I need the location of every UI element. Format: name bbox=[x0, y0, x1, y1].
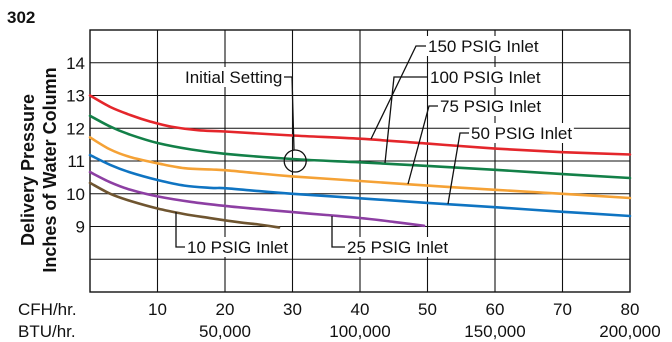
leader-line-50-psig-inlet bbox=[447, 132, 469, 205]
x-axis-label-cfh: CFH/hr. bbox=[18, 300, 77, 319]
xtick-label-20: 20 bbox=[216, 300, 235, 319]
leader-line-initial-setting bbox=[284, 76, 295, 151]
x-axis-label-btu: BTU/hr. bbox=[18, 322, 76, 341]
series-label-50-psig-inlet: 50 PSIG Inlet bbox=[471, 124, 572, 143]
series-label-10-psig-inlet-background bbox=[185, 237, 290, 257]
gridlines bbox=[90, 30, 630, 292]
initial-setting-circle bbox=[283, 149, 307, 173]
xtick-label-50: 50 bbox=[418, 300, 437, 319]
initial-setting-label-background bbox=[183, 67, 284, 87]
series-line-150-psig-inlet bbox=[88, 94, 632, 156]
leader-line-100-psig-inlet bbox=[384, 76, 428, 164]
ytick-label-14: 14 bbox=[66, 54, 85, 73]
series-label-150-psig-inlet: 150 PSIG Inlet bbox=[428, 37, 539, 56]
y-axis-title-line-2: Inches of Water Column bbox=[40, 67, 60, 272]
series-line-25-psig-inlet bbox=[88, 170, 426, 228]
btu-tick-label-150-000: 150,000 bbox=[464, 322, 525, 341]
series-label-75-psig-inlet: 75 PSIG Inlet bbox=[440, 97, 541, 116]
series-label-25-psig-inlet-background bbox=[345, 237, 450, 257]
leader-line-150-psig-inlet bbox=[370, 45, 426, 140]
series-line-50-psig-inlet bbox=[88, 153, 632, 218]
xtick-label-80: 80 bbox=[621, 300, 640, 319]
xtick-label-30: 30 bbox=[283, 300, 302, 319]
leader-line-25-psig-inlet bbox=[331, 216, 345, 248]
xtick-label-70: 70 bbox=[553, 300, 572, 319]
xtick-label-40: 40 bbox=[351, 300, 370, 319]
y-axis-title-line-1: Delivery Pressure bbox=[18, 94, 38, 246]
btu-tick-label-100-000: 100,000 bbox=[329, 322, 390, 341]
btu-tick-label-200-000: 200,000 bbox=[599, 322, 660, 341]
ytick-label-11: 11 bbox=[67, 152, 85, 171]
leader-lines bbox=[175, 45, 469, 248]
x-tick-labels-btu: 50,000 100,000 150,000 200,000 bbox=[199, 322, 661, 341]
series-label-75-psig-inlet-background bbox=[438, 96, 543, 116]
series-label-100-psig-inlet: 100 PSIG Inlet bbox=[430, 68, 541, 87]
ytick-label-10: 10 bbox=[66, 185, 85, 204]
series-lines bbox=[88, 94, 632, 229]
page-number: 302 bbox=[7, 8, 35, 27]
ytick-label-12: 12 bbox=[66, 119, 85, 138]
initial-setting-label: Initial Setting bbox=[185, 68, 282, 87]
btu-tick-label-50-000: 50,000 bbox=[199, 322, 251, 341]
ytick-label-9: 9 bbox=[76, 218, 85, 237]
leader-line-75-psig-inlet bbox=[407, 105, 438, 185]
ytick-label-13: 13 bbox=[66, 87, 85, 106]
series-line-10-psig-inlet bbox=[88, 181, 281, 229]
xtick-label-60: 60 bbox=[486, 300, 505, 319]
series-label-150-psig-inlet-background bbox=[426, 36, 541, 56]
xtick-label-10: 10 bbox=[148, 300, 167, 319]
leader-line-10-psig-inlet bbox=[175, 212, 185, 248]
series-labels: 150 PSIG Inlet 100 PSIG Inlet 75 PSIG In… bbox=[183, 36, 574, 257]
series-line-100-psig-inlet bbox=[88, 114, 632, 180]
series-label-25-psig-inlet: 25 PSIG Inlet bbox=[347, 238, 448, 257]
series-label-100-psig-inlet-background bbox=[428, 67, 543, 87]
x-tick-labels-cfh: 10 20 30 40 50 60 70 80 bbox=[148, 300, 639, 319]
y-tick-labels: 14 13 12 11 10 9 bbox=[66, 54, 85, 237]
series-label-50-psig-inlet-background bbox=[469, 123, 574, 143]
series-line-75-psig-inlet bbox=[88, 136, 632, 200]
plot-frame bbox=[89, 29, 631, 293]
series-label-10-psig-inlet: 10 PSIG Inlet bbox=[187, 238, 288, 257]
